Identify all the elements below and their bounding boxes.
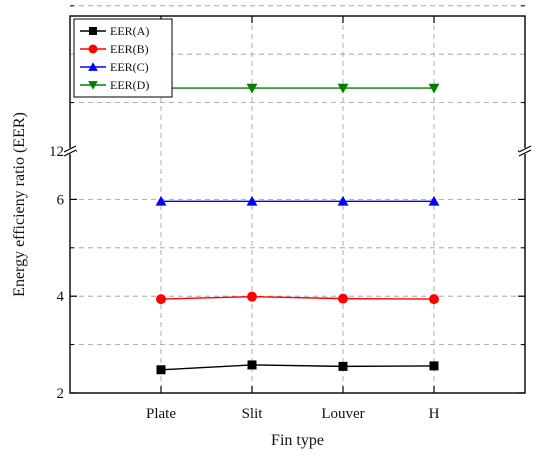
marker-square	[156, 365, 166, 375]
x-axis-title: Fin type	[271, 432, 324, 449]
marker-square	[429, 361, 439, 371]
marker-square	[89, 27, 97, 35]
x-tick-label: H	[429, 406, 440, 422]
axis-break-marks	[63, 145, 532, 157]
legend-label: EER(B)	[110, 42, 149, 56]
series-lines	[160, 87, 435, 371]
axis-break-slash	[63, 149, 77, 157]
series-markers	[155, 83, 440, 375]
legend-label: EER(A)	[110, 24, 149, 38]
y-tick-label: 4	[57, 289, 65, 305]
marker-triangle-down	[246, 83, 258, 94]
axis-break-slash	[518, 145, 532, 153]
marker-triangle-up	[155, 195, 167, 206]
axis-break-gap	[64, 148, 76, 154]
marker-triangle-down	[428, 83, 440, 94]
y-tick-label: 6	[57, 192, 65, 208]
series-line	[160, 364, 435, 371]
marker-circle	[88, 44, 98, 54]
marker-circle	[247, 291, 257, 302]
marker-circle	[338, 293, 348, 304]
x-tick-label: Plate	[146, 406, 176, 422]
marker-circle	[156, 294, 166, 305]
legend-label: EER(C)	[110, 60, 149, 74]
y-tick-label: 12	[49, 144, 64, 160]
legend: EER(A) EER(B) EER(C) EER(D)	[73, 18, 173, 98]
series-line	[160, 295, 435, 300]
y-axis-title: Energy efficieny ratio (EER)	[11, 112, 28, 297]
legend-label: EER(D)	[110, 78, 149, 92]
axis-break-gap	[519, 148, 531, 154]
y-tick-label: 2	[57, 386, 65, 402]
axis-break-slash	[63, 145, 77, 153]
marker-triangle-down	[88, 81, 98, 90]
marker-square	[338, 361, 348, 371]
plot-frame	[69, 15, 526, 394]
x-tick-label: Louver	[321, 406, 364, 422]
x-tick-label: Slit	[242, 406, 264, 422]
marker-triangle-up	[88, 62, 98, 71]
marker-circle	[429, 294, 439, 305]
marker-triangle-up	[246, 195, 258, 206]
marker-triangle-down	[337, 83, 349, 94]
marker-triangle-up	[337, 195, 349, 206]
axis-break-slash	[518, 149, 532, 157]
marker-triangle-up	[428, 195, 440, 206]
marker-square	[247, 360, 257, 370]
